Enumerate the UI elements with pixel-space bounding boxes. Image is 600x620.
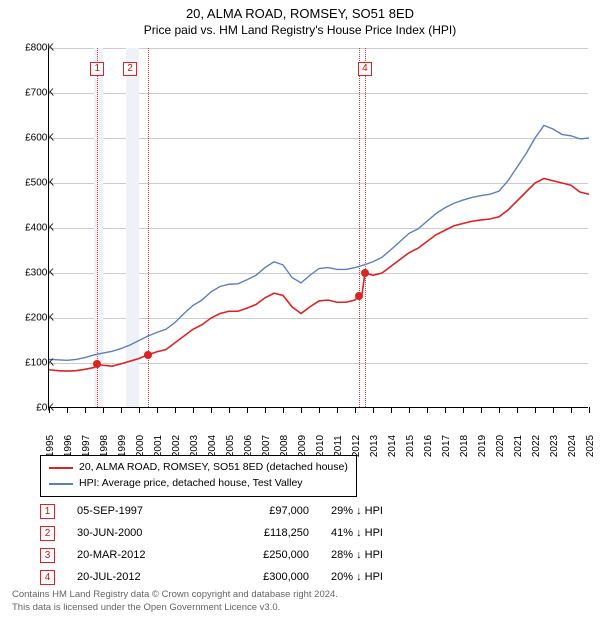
x-axis-labels: 1995199619971998199920002001200220032004… xyxy=(48,414,588,450)
chart-title-line1: 20, ALMA ROAD, ROMSEY, SO51 8ED xyxy=(0,0,600,23)
sales-table: 1 05-SEP-1997 £97,000 29% ↓ HPI 2 30-JUN-2000… xyxy=(40,500,431,588)
sale-dot xyxy=(144,351,152,359)
row-diff: 29% ↓ HPI xyxy=(331,505,431,517)
table-row: 3 20-MAR-2012 £250,000 28% ↓ HPI xyxy=(40,544,431,566)
x-axis-label: 1999 xyxy=(117,435,128,457)
legend-swatch xyxy=(49,467,73,469)
x-axis-label: 2016 xyxy=(423,435,434,457)
x-axis-label: 2020 xyxy=(495,435,506,457)
x-axis-label: 2024 xyxy=(567,435,578,457)
x-axis-label: 2013 xyxy=(369,435,380,457)
x-axis-label: 2015 xyxy=(405,435,416,457)
chart-title-line2: Price paid vs. HM Land Registry's House … xyxy=(0,23,600,39)
row-marker: 3 xyxy=(40,548,55,563)
row-price: £97,000 xyxy=(219,505,309,517)
x-axis-label: 2001 xyxy=(153,435,164,457)
x-axis-label: 2022 xyxy=(531,435,542,457)
x-axis-label: 2004 xyxy=(207,435,218,457)
row-date: 20-MAR-2012 xyxy=(77,549,197,561)
x-axis-label: 2006 xyxy=(243,435,254,457)
x-axis-label: 2017 xyxy=(441,435,452,457)
table-row: 2 30-JUN-2000 £118,250 41% ↓ HPI xyxy=(40,522,431,544)
y-axis-label: £700K xyxy=(8,88,54,99)
footer-line2: This data is licensed under the Open Gov… xyxy=(12,602,588,614)
x-tick xyxy=(589,407,590,413)
row-price: £300,000 xyxy=(219,571,309,583)
x-axis-label: 2010 xyxy=(315,435,326,457)
y-axis-label: £300K xyxy=(8,268,54,279)
x-axis-label: 1996 xyxy=(63,435,74,457)
row-date: 05-SEP-1997 xyxy=(77,505,197,517)
y-axis-label: £0K xyxy=(8,403,54,414)
legend-row: 20, ALMA ROAD, ROMSEY, SO51 8ED (detache… xyxy=(49,460,348,476)
row-diff: 20% ↓ HPI xyxy=(331,571,431,583)
y-axis-label: £200K xyxy=(8,313,54,324)
x-axis-label: 2011 xyxy=(333,435,344,457)
series-price_paid xyxy=(49,179,589,372)
chart-legend: 20, ALMA ROAD, ROMSEY, SO51 8ED (detache… xyxy=(40,455,357,497)
x-axis-label: 1997 xyxy=(81,435,92,457)
x-axis-label: 2003 xyxy=(189,435,200,457)
series-hpi xyxy=(49,125,589,360)
table-row: 4 20-JUL-2012 £300,000 20% ↓ HPI xyxy=(40,566,431,588)
x-axis-label: 2019 xyxy=(477,435,488,457)
row-diff: 41% ↓ HPI xyxy=(331,527,431,539)
legend-row: HPI: Average price, detached house, Test… xyxy=(49,476,348,492)
chart-lines xyxy=(49,48,589,408)
legend-label: 20, ALMA ROAD, ROMSEY, SO51 8ED (detache… xyxy=(79,460,348,476)
x-axis-label: 2021 xyxy=(513,435,524,457)
sale-dot xyxy=(361,269,369,277)
row-price: £250,000 xyxy=(219,549,309,561)
row-price: £118,250 xyxy=(219,527,309,539)
x-axis-label: 2008 xyxy=(279,435,290,457)
attribution-footer: Contains HM Land Registry data © Crown c… xyxy=(12,589,588,614)
table-row: 1 05-SEP-1997 £97,000 29% ↓ HPI xyxy=(40,500,431,522)
row-marker: 1 xyxy=(40,504,55,519)
x-axis-label: 2025 xyxy=(585,435,596,457)
footer-line1: Contains HM Land Registry data © Crown c… xyxy=(12,589,588,601)
chart-plot-area: 124 xyxy=(48,48,588,408)
y-axis-label: £100K xyxy=(8,358,54,369)
row-date: 20-JUL-2012 xyxy=(77,571,197,583)
y-axis-label: £800K xyxy=(8,43,54,54)
sale-dot xyxy=(355,292,363,300)
y-axis-label: £600K xyxy=(8,133,54,144)
sale-dot xyxy=(93,360,101,368)
y-axis-label: £400K xyxy=(8,223,54,234)
x-axis-label: 2002 xyxy=(171,435,182,457)
x-axis-label: 1998 xyxy=(99,435,110,457)
x-axis-label: 2018 xyxy=(459,435,470,457)
x-axis-label: 2009 xyxy=(297,435,308,457)
row-marker: 2 xyxy=(40,526,55,541)
row-diff: 28% ↓ HPI xyxy=(331,549,431,561)
x-axis-label: 2000 xyxy=(135,435,146,457)
x-axis-label: 1995 xyxy=(45,435,56,457)
x-axis-label: 2007 xyxy=(261,435,272,457)
x-axis-label: 2005 xyxy=(225,435,236,457)
y-axis-label: £500K xyxy=(8,178,54,189)
legend-label: HPI: Average price, detached house, Test… xyxy=(79,476,303,492)
x-axis-label: 2023 xyxy=(549,435,560,457)
row-date: 30-JUN-2000 xyxy=(77,527,197,539)
legend-swatch xyxy=(49,483,73,485)
x-axis-label: 2014 xyxy=(387,435,398,457)
row-marker: 4 xyxy=(40,570,55,585)
x-axis-label: 2012 xyxy=(351,435,362,457)
